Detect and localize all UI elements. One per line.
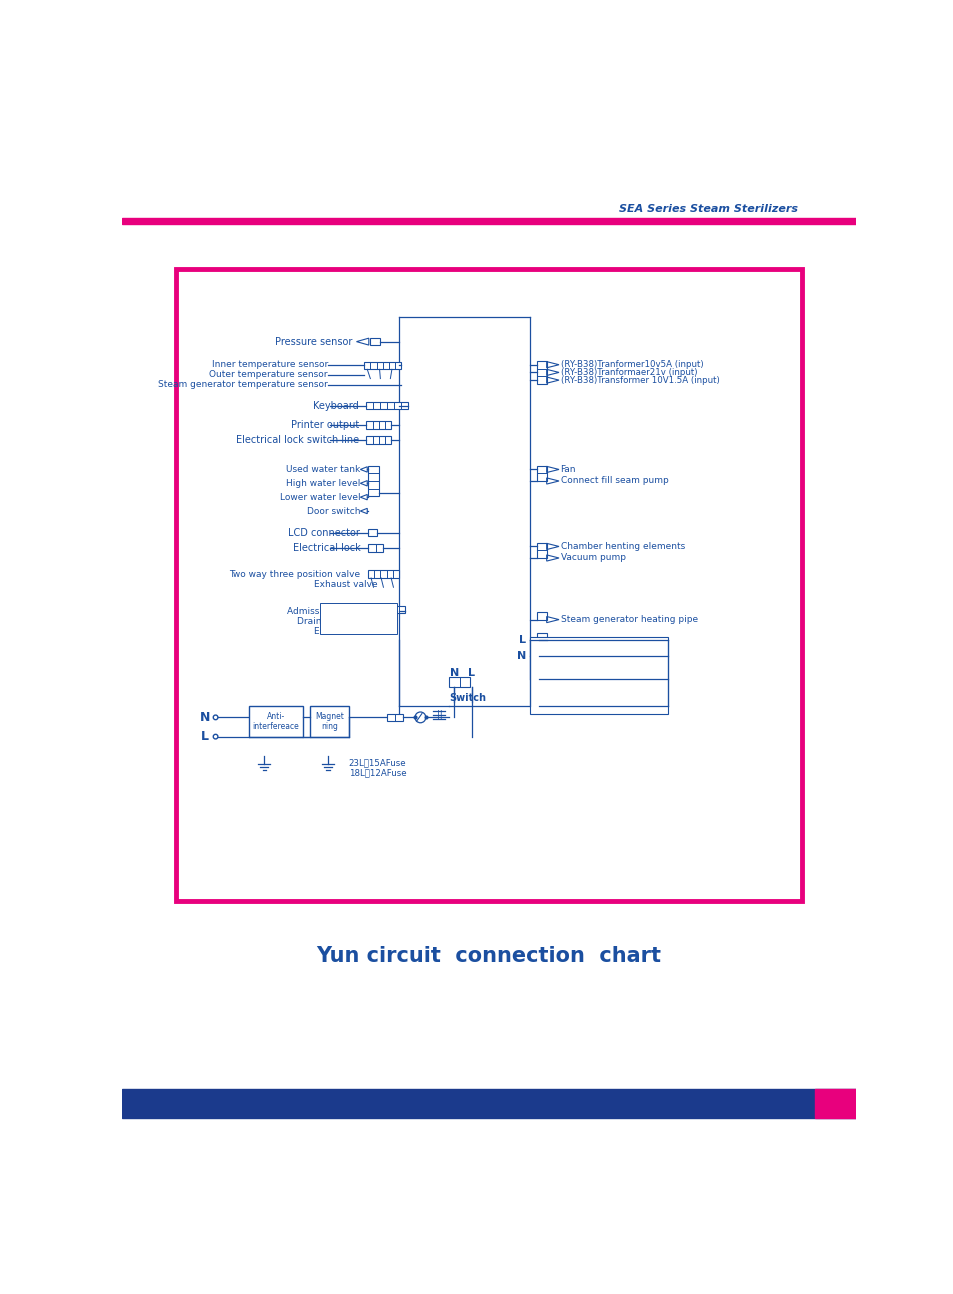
- Bar: [368, 545, 383, 551]
- Text: Lower water level: Lower water level: [279, 493, 360, 502]
- Text: Anti-
interfereace: Anti- interfereace: [252, 712, 298, 731]
- Bar: [537, 361, 546, 384]
- Text: 23L：15AFuse
18L：12AFuse: 23L：15AFuse 18L：12AFuse: [349, 758, 406, 778]
- Text: Electrical lock: Electrical lock: [293, 543, 360, 553]
- Bar: [537, 542, 546, 558]
- Text: N: N: [517, 651, 525, 661]
- Text: N: N: [199, 710, 210, 723]
- Text: L: L: [518, 635, 525, 646]
- Text: Pressure sensor: Pressure sensor: [275, 336, 353, 347]
- Text: L: L: [200, 730, 209, 743]
- Bar: [368, 571, 398, 578]
- Text: LCD connector: LCD connector: [288, 528, 360, 537]
- Bar: [537, 648, 546, 656]
- Text: Chamber henting elements: Chamber henting elements: [560, 542, 684, 551]
- Bar: [175, 269, 801, 901]
- Bar: [366, 401, 408, 409]
- Text: Drain water valve: Drain water valve: [297, 617, 377, 625]
- Text: Inner temperature sensor: Inner temperature sensor: [212, 360, 328, 369]
- Text: Steam generator heating pipe: Steam generator heating pipe: [560, 615, 697, 624]
- Bar: [366, 421, 391, 428]
- Text: SEA Series Steam Sterilizers: SEA Series Steam Sterilizers: [618, 204, 797, 215]
- Text: Two way three position valve: Two way three position valve: [229, 571, 360, 580]
- Text: N: N: [449, 668, 458, 678]
- Bar: [814, 1088, 856, 1118]
- Bar: [310, 705, 349, 736]
- Bar: [364, 361, 400, 369]
- Text: Outer temperature sensor: Outer temperature sensor: [210, 370, 328, 379]
- Text: Electrical lock switch line: Electrical lock switch line: [235, 435, 358, 445]
- Text: 19: 19: [823, 1095, 846, 1112]
- Text: Printer output: Printer output: [291, 419, 358, 430]
- Bar: [368, 466, 378, 497]
- Bar: [537, 612, 546, 620]
- Text: Operation manual: Operation manual: [644, 1096, 784, 1110]
- Text: ||: ||: [436, 709, 442, 718]
- Bar: [387, 713, 402, 721]
- Text: (RY-B38)Tranformaer21v (input): (RY-B38)Tranformaer21v (input): [560, 367, 697, 377]
- Bar: [121, 219, 856, 224]
- Bar: [369, 338, 380, 345]
- Text: (RY-B38)Tranformer10v5A (input): (RY-B38)Tranformer10v5A (input): [560, 360, 702, 369]
- Bar: [529, 637, 668, 713]
- Text: (RY-B38)Transformer 10V1.5A (input): (RY-B38)Transformer 10V1.5A (input): [560, 375, 719, 384]
- Bar: [537, 466, 546, 481]
- Text: Connect fill seam pump: Connect fill seam pump: [560, 476, 668, 485]
- Text: Keyboard: Keyboard: [313, 401, 358, 410]
- Bar: [249, 705, 302, 736]
- Bar: [368, 606, 405, 613]
- Bar: [449, 677, 470, 687]
- Bar: [320, 603, 396, 634]
- Text: Used water tank: Used water tank: [286, 465, 360, 474]
- Bar: [368, 529, 376, 537]
- Text: L: L: [468, 668, 475, 678]
- Bar: [121, 1088, 856, 1118]
- Text: Exhaust valve: Exhaust valve: [314, 581, 377, 590]
- Text: Yun circuit  connection  chart: Yun circuit connection chart: [316, 946, 660, 967]
- Text: Magnet
ning: Magnet ning: [314, 712, 344, 731]
- Text: Steam generator temperature sensor: Steam generator temperature sensor: [158, 380, 328, 389]
- Text: Fan: Fan: [560, 465, 576, 474]
- Bar: [537, 633, 546, 641]
- Text: Exhaust valve: Exhaust valve: [314, 626, 377, 635]
- Text: Door switch: Door switch: [307, 506, 360, 515]
- Text: Switch: Switch: [449, 694, 486, 703]
- Bar: [366, 436, 391, 444]
- Text: Vacuum pump: Vacuum pump: [560, 554, 625, 563]
- Text: High water level: High water level: [286, 479, 360, 488]
- Text: Admission valve: Admission valve: [287, 607, 360, 616]
